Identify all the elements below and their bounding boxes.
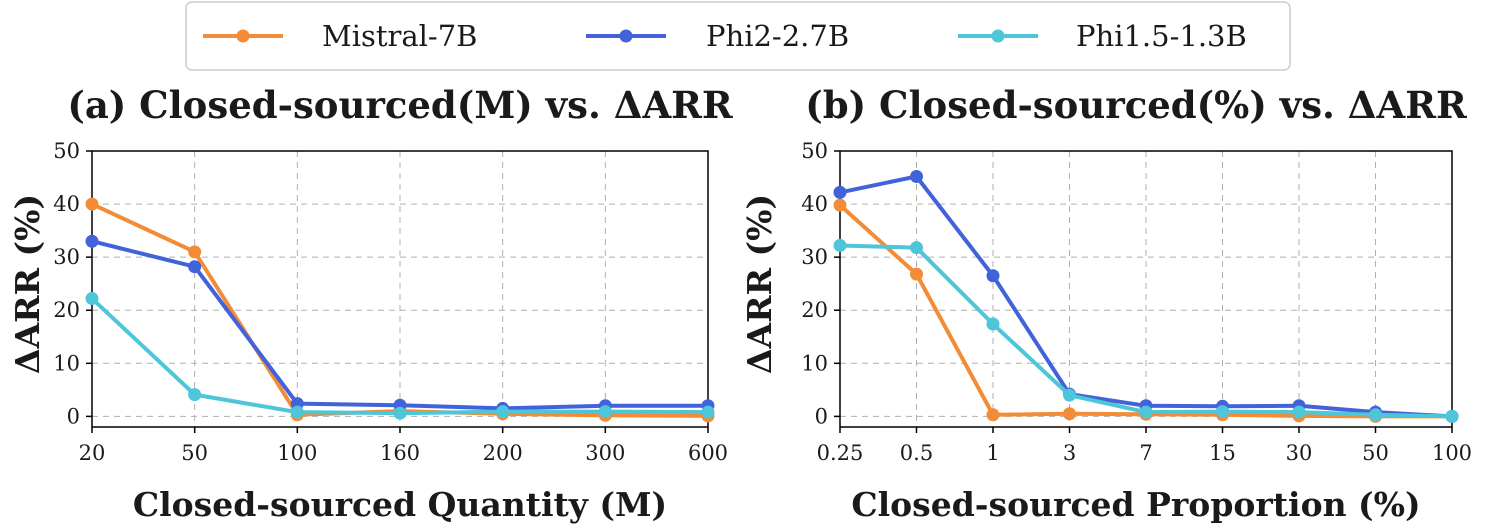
panel-b-point-phi1-5-1-3b (1139, 405, 1153, 419)
legend-entry-mistral: Mistral-7B (203, 19, 478, 53)
panel-a-y-tick-label: 10 (53, 351, 80, 375)
panel-a-x-axis-label: Closed-sourced Quantity (M) (133, 485, 667, 524)
panel-b-y-tick-label: 50 (801, 139, 828, 163)
panel-b-point-phi1-5-1-3b (1445, 409, 1459, 423)
legend-marker-phi15 (991, 29, 1005, 43)
panel-b-x-axis-label: Closed-sourced Proportion (%) (851, 485, 1420, 524)
panel-b-y-tick-label: 0 (815, 404, 828, 428)
panel-a-y-axis-label: ΔARR (%) (8, 194, 47, 374)
panel-b-point-mistral-7b (986, 408, 1000, 422)
panel-b-y-tick-label: 30 (801, 245, 828, 269)
panel-b-point-mistral-7b (910, 267, 923, 281)
panel-b-point-phi1-5-1-3b (910, 241, 923, 255)
panel-b-title: (b) Closed-sourced(%) vs. ΔARR (805, 83, 1467, 127)
panel-b-x-tick-label: 0.25 (817, 441, 864, 465)
legend: Mistral-7B Phi2-2.7B Phi1.5-1.3B (185, 1, 1291, 71)
panel-b-x-tick-label: 100 (1432, 441, 1472, 465)
panel-a-y-tick-label: 30 (53, 245, 80, 269)
panel-b-point-phi1-5-1-3b (1292, 405, 1306, 419)
panel-b-point-phi2-2-7b (986, 269, 1000, 283)
panel-b-x-tick-label: 0.5 (900, 441, 933, 465)
panel-a-y-tick-label: 40 (53, 192, 80, 216)
panel-a-y-tick-label: 20 (53, 298, 80, 322)
panel-a-point-phi2-2-7b (85, 234, 99, 248)
panel-b-series-phi1-5-1-3b (833, 238, 1459, 423)
panel-b-x-tick-label: 50 (1362, 441, 1389, 465)
panel-b-point-phi2-2-7b (833, 185, 847, 199)
panel-a-x-tick-label: 20 (79, 441, 106, 465)
legend-entry-phi15: Phi1.5-1.3B (958, 19, 1247, 53)
panel-a-point-phi2-2-7b (188, 260, 202, 274)
panel-b-point-phi2-2-7b (910, 169, 923, 183)
panel-a-x-tick-label: 200 (483, 441, 523, 465)
legend-box (185, 1, 1291, 71)
panel-b-x-tick-label: 1 (986, 441, 999, 465)
panel-a-point-phi1-5-1-3b (85, 292, 99, 306)
panel-b-point-phi1-5-1-3b (1369, 408, 1382, 422)
panel-b-y-tick-label: 40 (801, 192, 828, 216)
legend-label-phi15: Phi1.5-1.3B (1076, 19, 1247, 53)
legend-label-mistral: Mistral-7B (322, 19, 478, 53)
panel-a-point-mistral-7b (188, 245, 202, 259)
panel-b-y-tick-label: 20 (801, 298, 828, 322)
panel-b-x-tick-label: 15 (1209, 441, 1236, 465)
panel-b-point-phi1-5-1-3b (1216, 405, 1229, 419)
panel-b-x-tick-label: 30 (1286, 441, 1313, 465)
legend-marker-phi2 (619, 29, 633, 43)
panel-a-x-tick-label: 160 (380, 441, 420, 465)
panel-a-point-mistral-7b (85, 197, 99, 211)
panel-a-title: (a) Closed-sourced(M) vs. ΔARR (67, 83, 733, 127)
panel-a-point-phi1-5-1-3b (290, 405, 304, 419)
panel-b-x-tick-label: 7 (1139, 441, 1152, 465)
legend-entry-phi2: Phi2-2.7B (586, 19, 849, 53)
panel-a-x-tick-label: 300 (585, 441, 625, 465)
panel-a-chart: (a) Closed-sourced(M) vs. ΔARR Closed-so… (8, 83, 733, 524)
panel-b-y-tick-label: 10 (801, 351, 828, 375)
panel-b-point-phi1-5-1-3b (986, 317, 1000, 331)
panel-a-x-tick-label: 50 (181, 441, 208, 465)
panel-a-point-phi1-5-1-3b (496, 405, 510, 419)
panel-a-point-phi1-5-1-3b (188, 388, 202, 402)
legend-marker-mistral (236, 29, 250, 43)
panel-a-series-phi1-5-1-3b (85, 292, 715, 420)
panel-a-x-tick-label: 100 (277, 441, 317, 465)
panel-a-point-phi1-5-1-3b (393, 406, 407, 420)
panel-a-point-phi1-5-1-3b (701, 405, 715, 419)
panel-b-point-phi1-5-1-3b (1063, 388, 1076, 402)
panel-a-point-phi1-5-1-3b (598, 405, 612, 419)
panel-b-x-tick-label: 3 (1063, 441, 1076, 465)
panel-a-y-tick-label: 0 (67, 404, 80, 428)
panel-b-point-mistral-7b (1063, 407, 1076, 421)
panel-a-y-tick-label: 50 (53, 139, 80, 163)
panel-a-x-tick-label: 600 (688, 441, 728, 465)
panel-b-point-phi1-5-1-3b (833, 238, 847, 252)
panel-b-grid (839, 150, 1453, 427)
panel-b-point-mistral-7b (833, 198, 847, 212)
legend-label-phi2: Phi2-2.7B (706, 19, 849, 53)
panel-b-y-axis-label: ΔARR (%) (740, 194, 779, 374)
panel-b-chart: (b) Closed-sourced(%) vs. ΔARR Closed-so… (740, 83, 1472, 524)
